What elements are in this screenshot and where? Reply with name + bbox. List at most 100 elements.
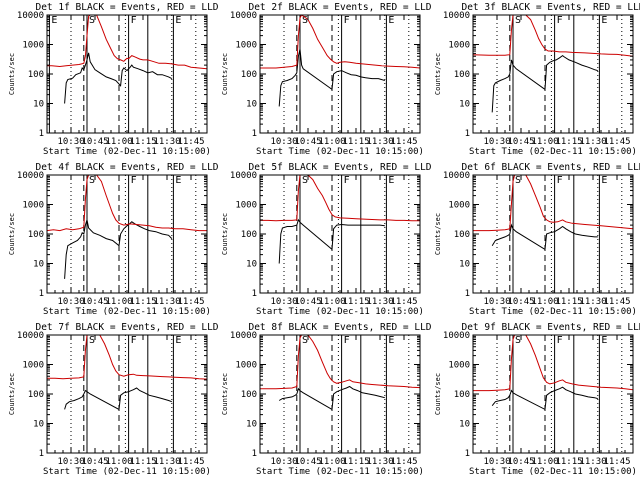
- marker-label: S: [89, 175, 95, 186]
- y-tick-label: 1: [39, 289, 44, 299]
- x-tick-label: 11:30: [153, 137, 180, 147]
- y-tick-label: 1: [252, 449, 257, 459]
- x-axis-label: Start Time (02-Dec-11 10:15:00): [469, 307, 637, 317]
- series-lld-line: [260, 335, 420, 390]
- x-tick-label: 10:45: [507, 297, 534, 307]
- x-tick-label: 10:30: [270, 297, 297, 307]
- x-tick-label: 11:45: [390, 137, 417, 147]
- x-tick-label: 11:30: [579, 137, 606, 147]
- marker-label: S: [302, 15, 308, 26]
- x-tick-label: 11:45: [390, 457, 417, 467]
- marker-label: F: [131, 15, 137, 26]
- y-tick-label: 1: [39, 449, 44, 459]
- marker-label: F: [344, 15, 350, 26]
- x-tick-label: 11:15: [342, 137, 369, 147]
- series-events-line: [491, 223, 598, 251]
- y-tick-label: 1000: [448, 201, 470, 211]
- y-tick-label: 100: [454, 230, 470, 240]
- y-tick-label: 10000: [443, 11, 470, 21]
- marker-label: S: [515, 175, 521, 186]
- x-tick-label: 11:45: [177, 297, 204, 307]
- x-axis-label: Start Time (02-Dec-11 10:15:00): [43, 147, 211, 157]
- y-tick-label: 1: [252, 129, 257, 139]
- x-tick-label: 11:15: [342, 457, 369, 467]
- chart-panel-5: Det 5f BLACK = Events, RED = LLD S F E 1 10 10…: [221, 162, 432, 317]
- y-tick-label: 10000: [443, 331, 470, 341]
- marker-label: E: [175, 15, 181, 26]
- series-lld-line: [47, 15, 207, 70]
- x-tick-label: 10:30: [483, 297, 510, 307]
- panel-title: Det 5f BLACK = Events, RED = LLD: [248, 162, 431, 173]
- x-tick-label: 10:45: [507, 137, 534, 147]
- x-tick-label: 10:30: [270, 457, 297, 467]
- x-tick-label: 11:00: [318, 297, 345, 307]
- marker-label: S: [89, 335, 95, 346]
- series-events-line: [491, 386, 598, 411]
- x-tick-label: 10:45: [507, 457, 534, 467]
- series-events-line: [64, 52, 173, 104]
- x-tick-label: 11:30: [579, 297, 606, 307]
- x-tick-label: 11:15: [555, 297, 582, 307]
- series-events-line: [278, 48, 385, 107]
- x-tick-label: 11:15: [129, 137, 156, 147]
- chart-panel-8: Det 8f BLACK = Events, RED = LLD S F E 1 10 10…: [221, 322, 432, 477]
- panel-title: Det 1f BLACK = Events, RED = LLD: [35, 2, 218, 13]
- x-tick-label: 11:45: [177, 137, 204, 147]
- x-tick-label: 11:00: [531, 297, 558, 307]
- marker-label: E: [601, 335, 607, 346]
- y-tick-label: 10: [246, 100, 257, 110]
- marker-label: F: [131, 335, 137, 346]
- chart-panel-4: Det 4f BLACK = Events, RED = LLD S F E 1 10 10…: [8, 162, 219, 317]
- y-tick-label: 100: [241, 70, 257, 80]
- marker-label: E: [601, 175, 607, 186]
- y-tick-label: 10: [33, 420, 44, 430]
- y-axis-label: Counts/sec: [434, 213, 442, 255]
- x-tick-label: 11:15: [129, 457, 156, 467]
- y-tick-label: 1000: [235, 361, 257, 371]
- panel-title: Det 3f BLACK = Events, RED = LLD: [461, 2, 640, 13]
- x-tick-label: 11:15: [555, 137, 582, 147]
- x-tick-label: 11:45: [603, 297, 630, 307]
- x-tick-label: 10:45: [294, 457, 321, 467]
- y-tick-label: 10000: [230, 11, 257, 21]
- y-tick-label: 10: [246, 420, 257, 430]
- panel-title: Det 7f BLACK = Events, RED = LLD: [35, 322, 218, 333]
- marker-label: S: [302, 175, 308, 186]
- y-axis-label: Counts/sec: [221, 213, 229, 255]
- y-tick-label: 10: [459, 420, 470, 430]
- y-tick-label: 10000: [17, 331, 44, 341]
- y-tick-label: 10000: [230, 331, 257, 341]
- x-tick-label: 10:45: [81, 457, 108, 467]
- series-lld-line: [260, 175, 420, 222]
- marker-label: S: [302, 335, 308, 346]
- x-tick-label: 11:30: [153, 457, 180, 467]
- marker-label: F: [344, 335, 350, 346]
- series-lld-line: [473, 335, 633, 392]
- x-tick-label: 10:30: [483, 137, 510, 147]
- panel-title: Det 8f BLACK = Events, RED = LLD: [248, 322, 431, 333]
- y-tick-label: 10: [459, 260, 470, 270]
- y-tick-label: 1: [39, 129, 44, 139]
- series-lld-line: [47, 335, 207, 380]
- x-tick-label: 11:00: [531, 457, 558, 467]
- x-tick-label: 10:30: [483, 457, 510, 467]
- y-tick-label: 10: [246, 260, 257, 270]
- y-tick-label: 10000: [17, 11, 44, 21]
- marker-label: E: [601, 15, 607, 26]
- x-tick-label: 11:45: [603, 137, 630, 147]
- y-tick-label: 10000: [230, 171, 257, 181]
- x-tick-label: 10:30: [57, 137, 84, 147]
- chart-panel-6: Det 6f BLACK = Events, RED = LLD S F E 1 10 10…: [434, 162, 640, 317]
- x-tick-label: 10:45: [294, 137, 321, 147]
- x-tick-label: 11:45: [603, 457, 630, 467]
- chart-panel-1: Det 1f BLACK = Events, RED = LLD E S F E 1 10 1…: [8, 2, 219, 157]
- y-axis-label: Counts/sec: [221, 53, 229, 95]
- marker-label: E: [388, 15, 394, 26]
- y-tick-label: 100: [241, 230, 257, 240]
- y-tick-label: 1000: [448, 41, 470, 51]
- x-tick-label: 10:45: [81, 137, 108, 147]
- y-tick-label: 10000: [443, 171, 470, 181]
- x-tick-label: 11:00: [105, 137, 132, 147]
- marker-label: F: [131, 175, 137, 186]
- y-tick-label: 1000: [22, 41, 44, 51]
